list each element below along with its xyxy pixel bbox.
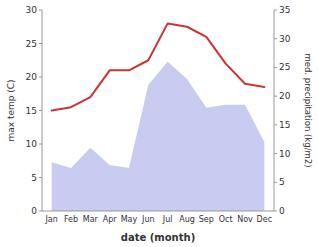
x-tick-label: May: [121, 215, 138, 224]
x-tick-label: Apr: [103, 215, 118, 224]
y2-tick: [274, 153, 277, 154]
y-tick-label: 0: [31, 206, 37, 216]
y-tick: [39, 144, 42, 145]
y2-tick: [274, 10, 277, 11]
x-tick-label: Aug: [179, 215, 195, 224]
y2-tick-label: 0: [279, 206, 285, 216]
y2-tick: [274, 124, 277, 125]
y2-tick-label: 35: [279, 5, 290, 15]
y-tick-label: 5: [31, 173, 37, 183]
y-tick-label: 20: [26, 72, 38, 82]
y-axis-label: max temp (C): [6, 79, 16, 141]
y2-tick-label: 25: [279, 62, 290, 72]
y2-tick: [274, 182, 277, 183]
y2-tick-label: 20: [279, 91, 291, 101]
x-tick-label: Dec: [257, 215, 272, 224]
x-tick-label: Mar: [83, 215, 99, 224]
y-tick-label: 30: [26, 5, 38, 15]
y2-axis-line: [274, 10, 275, 211]
y-tick: [39, 110, 42, 111]
y-tick-label: 10: [26, 139, 38, 149]
x-tick-label: Nov: [237, 215, 253, 224]
chart-container: 0 5 10 15 20 25 30 0 5 10 15 20 25 30 35 Jan Feb Mar AprMa…: [0, 0, 318, 247]
y2-tick: [274, 38, 277, 39]
y-tick-label: 15: [26, 106, 37, 116]
y2-tick-label: 15: [279, 120, 290, 130]
x-tick-label: Jun: [141, 215, 155, 224]
y-tick: [39, 77, 42, 78]
y2-tick-label: 30: [279, 34, 291, 44]
x-axis-line: [42, 211, 274, 212]
x-axis-label: date (month): [121, 232, 195, 243]
y-tick: [39, 10, 42, 11]
y2-tick: [274, 67, 277, 68]
axes: 0 5 10 15 20 25 30 0 5 10 15 20 25 30 35 Jan Feb Mar AprMa…: [26, 5, 291, 224]
x-tick-label: Jul: [162, 215, 173, 224]
x-tick-label: Oct: [219, 215, 233, 224]
y-tick-label: 25: [26, 39, 37, 49]
y2-tick-label: 10: [279, 149, 291, 159]
x-tick-label: Feb: [64, 215, 78, 224]
x-tick-label: Sep: [199, 215, 214, 224]
area: [52, 62, 265, 211]
y2-tick: [274, 96, 277, 97]
y2-axis-label: med. precipitation (kg/m2): [303, 53, 313, 167]
y2-tick: [274, 211, 277, 212]
y-tick: [39, 43, 42, 44]
chart-svg: 0 5 10 15 20 25 30 0 5 10 15 20 25 30 35 Jan Feb Mar AprMa…: [0, 0, 318, 247]
y-tick: [39, 177, 42, 178]
y2-tick-label: 5: [279, 177, 285, 187]
line: [52, 23, 265, 110]
x-tick-label: Jan: [44, 215, 57, 224]
plot-area: [52, 23, 265, 211]
y-tick: [39, 211, 42, 212]
